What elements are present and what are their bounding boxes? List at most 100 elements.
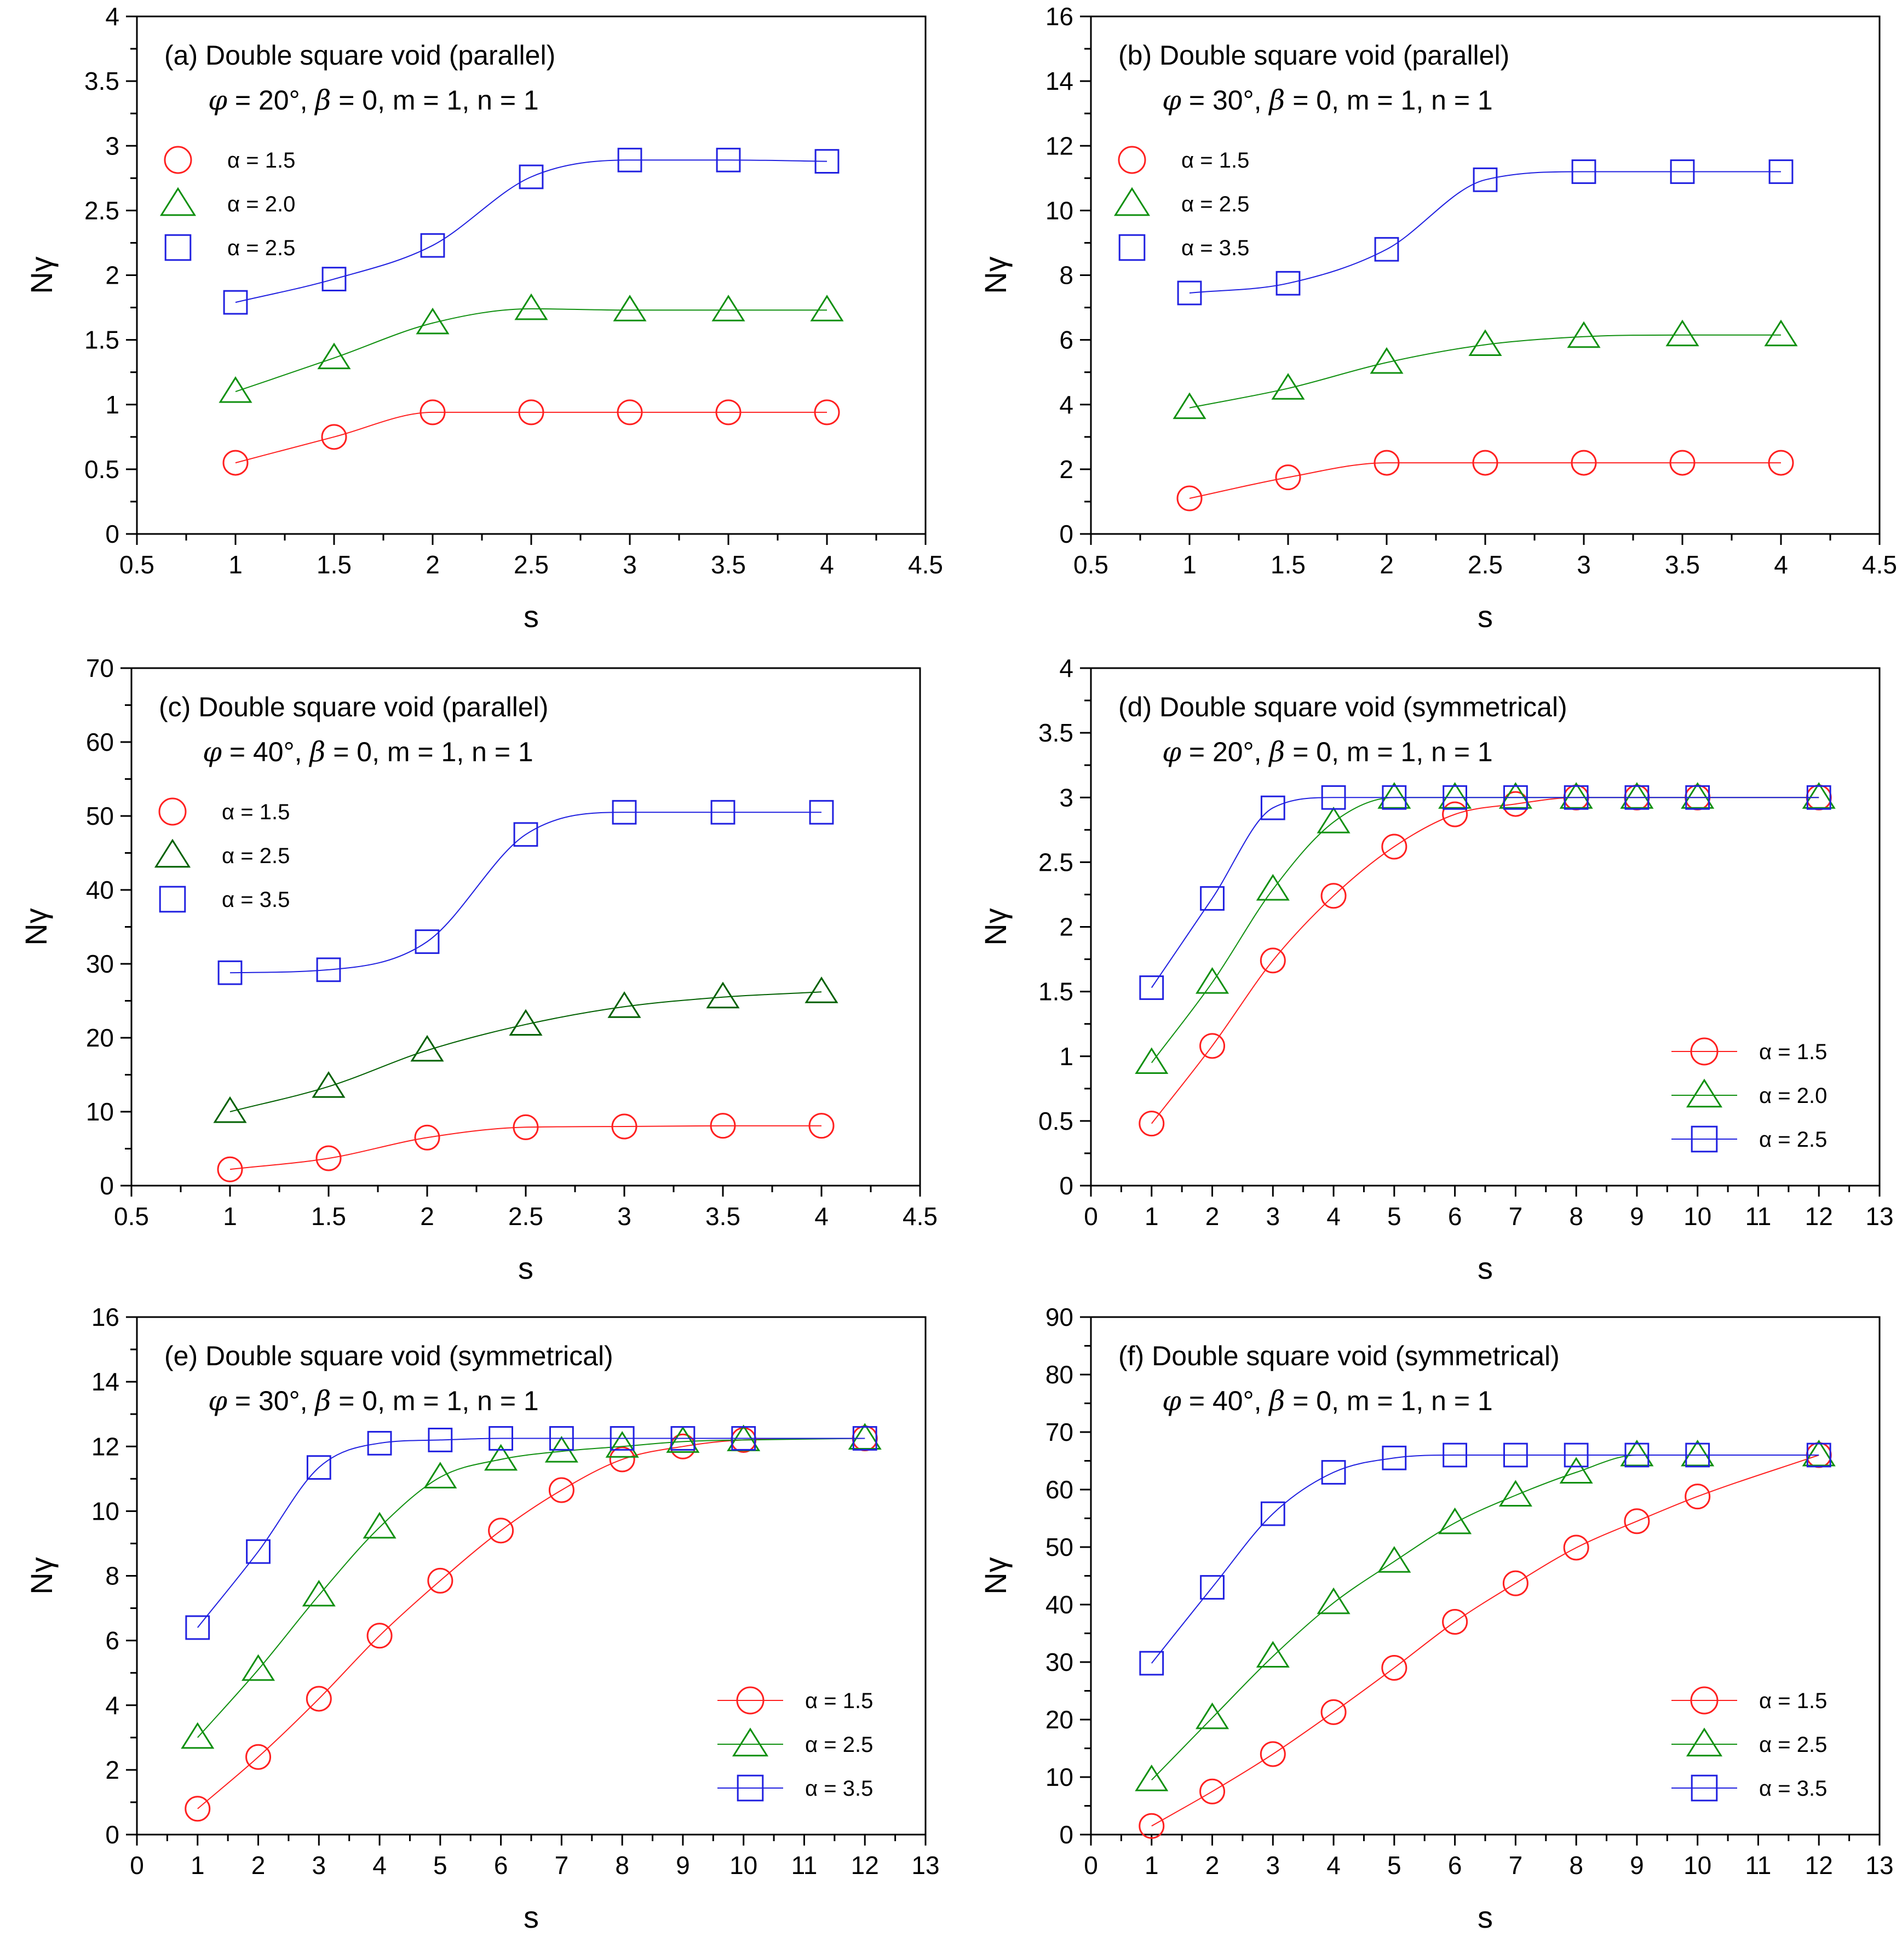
data-point-circle: [513, 1114, 539, 1140]
series-line: [1151, 797, 1819, 1124]
series-circle: [1176, 450, 1794, 511]
param-text: =: [331, 1386, 362, 1416]
data-point-triangle: [810, 295, 844, 321]
series-line: [229, 1125, 821, 1170]
series-circle: [1139, 1442, 1832, 1839]
x-tick-label: 2: [1205, 1851, 1220, 1879]
x-tick-label: 0: [1084, 1202, 1098, 1231]
series-line: [1151, 797, 1819, 988]
y-tick-label: 50: [1045, 1533, 1073, 1561]
data-point-triangle: [484, 1444, 518, 1471]
legend-label: α = 3.5: [1759, 1777, 1827, 1801]
data-point-circle: [1442, 801, 1468, 827]
legend-label: α = 2.5: [805, 1733, 873, 1757]
legend-label: α = 2.5: [222, 844, 290, 868]
legend-label: α = 3.5: [805, 1777, 873, 1801]
x-tick-label: 1: [191, 1851, 205, 1879]
data-point-circle: [1139, 1813, 1165, 1839]
data-point-circle: [245, 1744, 272, 1770]
param-text: , m =: [372, 737, 441, 767]
y-tick-label: 0: [105, 1820, 119, 1849]
legend-entry: α = 2.5: [1113, 187, 1249, 216]
param-value: 20: [1213, 737, 1243, 767]
legend-label: α = 1.5: [1759, 1689, 1827, 1713]
y-tick-label: 80: [1045, 1360, 1073, 1389]
data-point-triangle: [423, 1462, 457, 1488]
data-point-triangle: [1377, 782, 1411, 809]
data-point-triangle: [1317, 807, 1351, 834]
data-point-triangle: [613, 295, 647, 321]
x-tick-label: 8: [1569, 1202, 1583, 1231]
series-triangle: [1173, 319, 1798, 419]
param-value: 1: [524, 1386, 539, 1416]
param-text: φ: [1162, 1385, 1181, 1417]
series-line: [1189, 334, 1781, 409]
data-point-circle: [1685, 1484, 1711, 1510]
data-point-square: [617, 147, 642, 173]
param-text: °,: [1243, 737, 1269, 767]
data-point-square: [1321, 1460, 1346, 1485]
data-point-circle: [427, 1567, 453, 1594]
legend-entry: α = 2.5: [717, 1727, 873, 1757]
panel-title: (c) Double square void (parallel): [159, 692, 548, 722]
y-tick-label: 2: [1059, 913, 1073, 941]
series-circle: [222, 399, 840, 476]
data-point-square: [1177, 280, 1202, 306]
data-point-triangle: [241, 1654, 275, 1681]
y-tick-label: 10: [91, 1497, 119, 1525]
y-tick-label: 14: [1045, 67, 1073, 95]
legend-entry: α = 3.5: [1671, 1774, 1827, 1802]
data-point-triangle: [1567, 321, 1601, 348]
param-text: β: [1268, 84, 1285, 116]
y-axis-label: Nγ: [978, 256, 1013, 294]
x-axis-label: s: [1478, 1251, 1493, 1285]
data-point-circle: [185, 1796, 211, 1822]
data-point-circle: [1381, 1655, 1407, 1681]
param-value: 1: [1478, 737, 1493, 767]
series-line: [235, 411, 827, 464]
x-tick-label: 7: [1509, 1202, 1523, 1231]
legend-label: α = 1.5: [805, 1689, 873, 1713]
chart-panel-c: 0.5 1 1.5 2 2.5 3 3.5 4 4.5010203040506070sNγ(c)…: [19, 654, 938, 1285]
data-point-square: [321, 267, 347, 291]
y-tick-label: 16: [1045, 2, 1073, 31]
param-text: φ: [203, 736, 222, 768]
panel-title: (f) Double square void (symmetrical): [1118, 1341, 1560, 1371]
param-text: , m =: [1331, 737, 1400, 767]
data-point-triangle: [317, 342, 351, 370]
x-tick-label: 11: [791, 1851, 818, 1879]
y-tick-label: 1.5: [1038, 978, 1073, 1006]
x-tick-label: 0.5: [119, 550, 154, 579]
x-tick-label: 6: [1448, 1851, 1462, 1879]
data-point-triangle: [1559, 1457, 1593, 1484]
param-value: 30: [1213, 85, 1243, 116]
x-tick-label: 1: [228, 550, 243, 579]
param-text: , n =: [462, 85, 524, 116]
x-tick-label: 2: [1205, 1202, 1220, 1231]
data-point-square: [1260, 1501, 1285, 1526]
series-line: [1189, 171, 1781, 294]
data-point-square: [1768, 159, 1794, 184]
data-point-circle: [617, 399, 643, 426]
data-point-triangle: [416, 307, 450, 335]
x-tick-label: 4: [372, 1851, 387, 1879]
y-tick-label: 60: [1045, 1475, 1073, 1504]
y-tick-label: 4: [105, 2, 119, 31]
param-text: =: [1285, 1386, 1316, 1416]
data-point-square: [1200, 886, 1225, 911]
data-point-circle: [420, 399, 446, 426]
series-circle: [185, 1425, 878, 1822]
data-point-triangle: [666, 1426, 700, 1453]
data-point-square: [1321, 785, 1346, 810]
data-point-circle: [488, 1518, 514, 1544]
data-point-triangle: [514, 293, 548, 320]
y-tick-label: 3.5: [1038, 719, 1073, 747]
data-point-triangle: [302, 1579, 336, 1607]
y-tick-label: 0: [105, 520, 119, 548]
legend-marker-triangle: [1686, 1078, 1723, 1108]
x-axis-label: s: [1478, 1900, 1493, 1934]
x-axis-label: s: [524, 1900, 539, 1934]
y-axis-label: Nγ: [19, 908, 53, 945]
param-value: 1: [518, 737, 533, 767]
y-tick-label: 2.5: [1038, 848, 1073, 876]
